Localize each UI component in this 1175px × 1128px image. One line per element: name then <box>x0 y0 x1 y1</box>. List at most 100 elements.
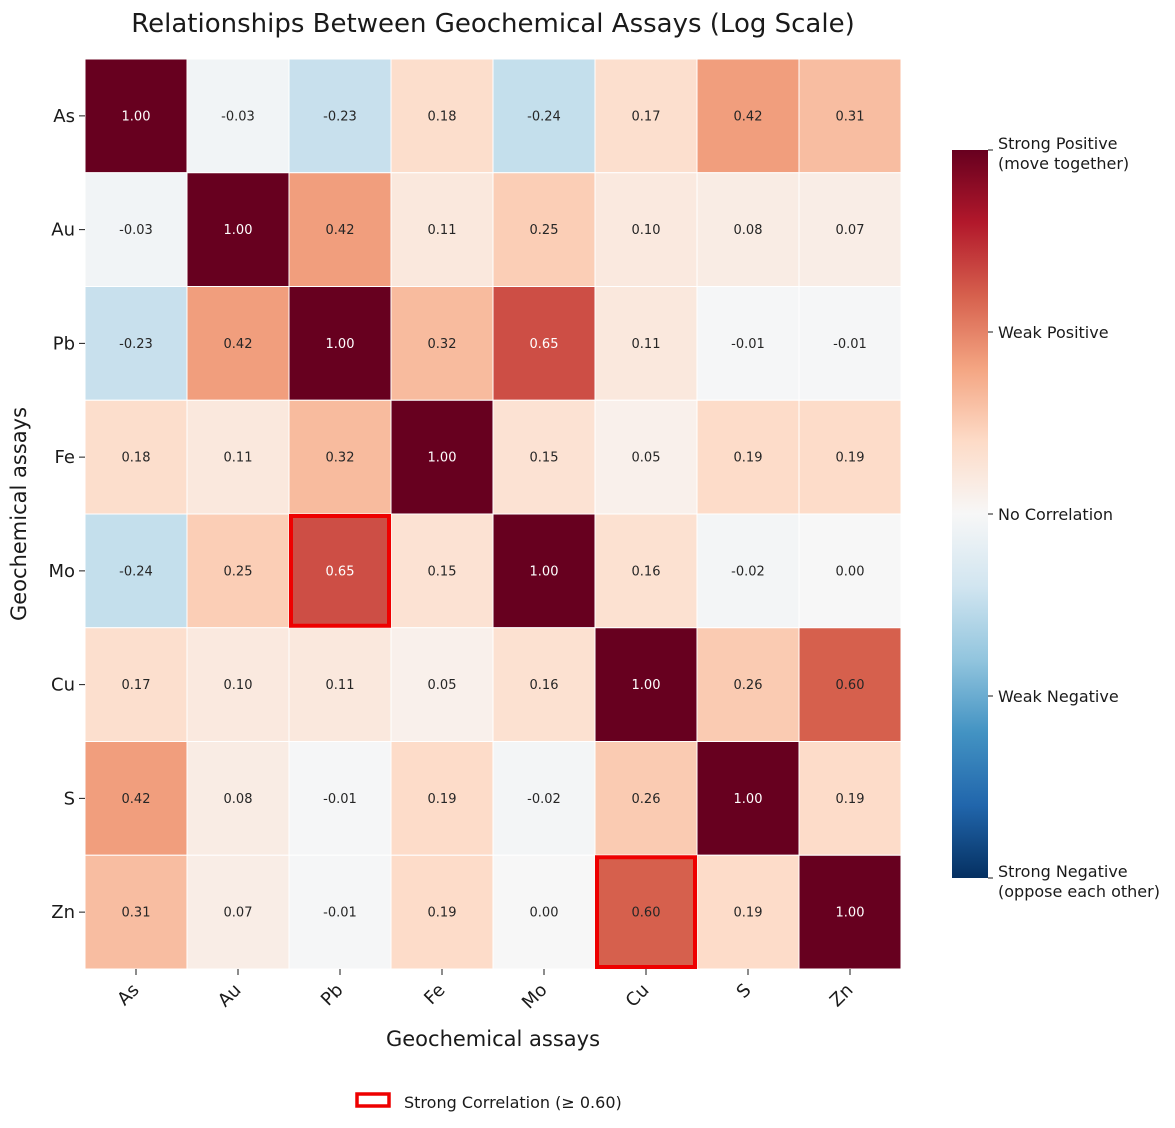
heatmap-cell <box>492 513 596 629</box>
cell-value-label: 0.65 <box>326 564 355 579</box>
heatmap-cell <box>594 513 698 629</box>
x-axis-ticks: As Au Pb Fe Mo Cu S Zn <box>113 969 858 1014</box>
y-axis-ticks: As Au Pb Fe Mo Cu S Zn <box>48 106 85 923</box>
x-axis-label: Geochemical assays <box>386 1027 600 1051</box>
cell-value-label: -0.01 <box>323 906 357 921</box>
heatmap-cells <box>84 58 902 970</box>
cell-value-label: 0.11 <box>224 451 253 466</box>
heatmap-cell <box>594 286 698 401</box>
heatmap-cell <box>186 286 290 401</box>
cell-value-label: 0.26 <box>632 792 661 807</box>
y-tick-label: Cu <box>51 675 75 696</box>
cell-value-label: 0.19 <box>734 906 763 921</box>
cell-value-label: 0.60 <box>836 678 865 693</box>
cell-value-label: 0.05 <box>428 678 457 693</box>
cell-value-label: 0.08 <box>734 223 763 238</box>
heatmap-cell <box>696 399 800 515</box>
heatmap-cell <box>594 172 698 287</box>
cell-value-label: 0.26 <box>734 678 763 693</box>
cell-value-label: 0.11 <box>428 223 457 238</box>
cell-value-label: 0.19 <box>428 792 457 807</box>
cell-value-label: -0.01 <box>833 337 867 352</box>
heatmap-cell <box>84 286 188 401</box>
cell-value-label: -0.02 <box>527 792 561 807</box>
cell-value-label: -0.03 <box>221 109 255 124</box>
strong-correlation-box <box>289 514 391 628</box>
colorbar-tick-label: No Correlation <box>998 505 1113 524</box>
colorbar-tick-label: Strong Positive <box>998 134 1118 153</box>
heatmap-cell <box>288 741 392 856</box>
x-tick-label: As <box>113 980 143 1010</box>
heatmap-cell <box>390 172 494 287</box>
heatmap-cell <box>288 399 392 515</box>
heatmap-cell <box>594 854 698 970</box>
cell-value-label: 0.42 <box>734 109 763 124</box>
heatmap-cell <box>798 741 902 856</box>
heatmap-cell <box>288 513 392 629</box>
heatmap-cell <box>390 286 494 401</box>
x-tick-label: Zn <box>826 980 858 1012</box>
heatmap-cell <box>492 854 596 970</box>
heatmap-cell <box>288 854 392 970</box>
heatmap-cell <box>696 741 800 856</box>
x-tick-label: Mo <box>518 980 552 1014</box>
cell-value-label: -0.01 <box>323 792 357 807</box>
colorbar-tick-label: Strong Negative <box>998 862 1128 881</box>
heatmap-cell <box>84 741 188 856</box>
colorbar-tick-label: Weak Positive <box>998 323 1109 342</box>
heatmap-cell <box>288 58 392 174</box>
heatmap-cell <box>798 854 902 970</box>
heatmap-cell <box>696 627 800 742</box>
x-tick-label: Au <box>214 980 246 1012</box>
cell-value-label: 0.07 <box>224 906 253 921</box>
cell-value-label: 0.32 <box>326 451 355 466</box>
cell-value-label: 1.00 <box>326 337 355 352</box>
strong-correlation-box <box>595 855 697 969</box>
strong-correlation-highlights <box>289 514 697 969</box>
cell-value-label: 0.60 <box>632 906 661 921</box>
y-tick-label: Fe <box>55 447 75 468</box>
cell-value-label: 0.07 <box>836 223 865 238</box>
x-tick-label: Pb <box>317 980 348 1011</box>
cell-value-label: 0.19 <box>836 792 865 807</box>
cell-value-label: 1.00 <box>224 223 253 238</box>
heatmap-cell <box>798 513 902 629</box>
heatmap-cell <box>288 286 392 401</box>
heatmap-cell <box>492 741 596 856</box>
chart-title: Relationships Between Geochemical Assays… <box>131 9 854 39</box>
colorbar <box>952 150 988 878</box>
heatmap-cell <box>390 58 494 174</box>
colorbar-tick-label: Weak Negative <box>998 687 1119 706</box>
cell-value-label: 0.19 <box>734 451 763 466</box>
heatmap-cell <box>492 399 596 515</box>
cell-value-label: 0.16 <box>632 564 661 579</box>
heatmap-cell <box>390 513 494 629</box>
cell-value-label: 0.08 <box>224 792 253 807</box>
cell-value-label: 0.00 <box>836 564 865 579</box>
colorbar-gradient <box>952 150 988 878</box>
cell-value-label: 0.25 <box>224 564 253 579</box>
legend: Strong Correlation (≥ 0.60) <box>355 1092 622 1112</box>
cell-value-label: 0.17 <box>632 109 661 124</box>
cell-value-label: 1.00 <box>734 792 763 807</box>
heatmap-cell <box>186 58 290 174</box>
heatmap-cell <box>798 286 902 401</box>
y-axis-label: Geochemical assays <box>7 407 31 621</box>
heatmap-cell <box>594 741 698 856</box>
cell-value-label: 0.15 <box>428 564 457 579</box>
cell-value-label: -0.01 <box>731 337 765 352</box>
cell-value-label: 0.32 <box>428 337 457 352</box>
x-tick-label: Cu <box>622 980 654 1012</box>
cell-value-label: 0.31 <box>836 109 865 124</box>
cell-value-label: 0.10 <box>224 678 253 693</box>
cell-value-label: 1.00 <box>836 906 865 921</box>
cell-value-label: 0.25 <box>530 223 559 238</box>
legend-swatch <box>355 1092 391 1108</box>
heatmap-value-labels: 1.00 -0.03 -0.23 0.18 -0.24 0.17 0.42 0.31 -0.03… <box>119 109 867 920</box>
heatmap-cell <box>390 399 494 515</box>
cell-value-label: 0.42 <box>224 337 253 352</box>
colorbar-tick-label: (move together) <box>998 154 1129 173</box>
heatmap-cell <box>492 286 596 401</box>
y-tick-label: As <box>53 106 75 127</box>
